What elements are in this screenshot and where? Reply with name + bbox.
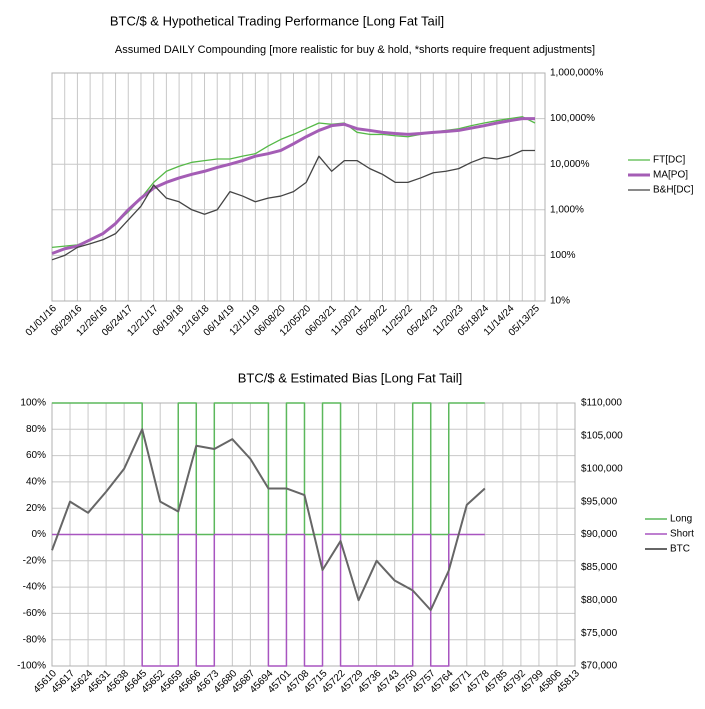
- y-tick-label: -20%: [23, 555, 46, 566]
- plot-border: [51, 72, 546, 302]
- legend-label: Short: [670, 529, 694, 540]
- y-tick-label: 1,000%: [550, 204, 584, 215]
- chart-title: BTC/$ & Estimated Bias [Long Fat Tail]: [238, 370, 462, 385]
- y-tick-label: 1,000,000%: [550, 68, 603, 79]
- series-line: [52, 533, 485, 667]
- chart-subtitle: Assumed DAILY Compounding [more realisti…: [115, 44, 595, 56]
- series-line: [51, 149, 535, 261]
- y2-tick-label: $110,000: [581, 398, 622, 409]
- y-tick-label: 80%: [26, 424, 46, 435]
- y-tick-label: 100%: [550, 250, 576, 261]
- y-tick-label: 10,000%: [550, 159, 590, 170]
- legend-label: B&H[DC]: [653, 185, 694, 196]
- y2-tick-label: $100,000: [581, 463, 623, 474]
- series-line: [51, 117, 535, 255]
- y2-tick-label: $105,000: [581, 431, 623, 442]
- legend-label: Long: [670, 514, 692, 525]
- y-tick-label: -60%: [23, 608, 46, 619]
- chart-title: BTC/$ & Hypothetical Trading Performance…: [110, 13, 444, 28]
- y-tick-label: 60%: [26, 450, 46, 461]
- y-tick-label: 100%: [20, 398, 46, 409]
- y2-tick-label: $85,000: [581, 562, 618, 573]
- y2-tick-label: $90,000: [581, 529, 618, 540]
- series-line: [52, 402, 485, 536]
- y-tick-label: -100%: [17, 661, 46, 672]
- y2-tick-label: $95,000: [581, 496, 618, 507]
- series-line: [51, 428, 486, 612]
- y2-tick-label: $75,000: [581, 628, 618, 639]
- y-tick-label: 20%: [26, 503, 46, 514]
- legend-label: BTC: [670, 544, 690, 555]
- y-tick-label: 40%: [26, 477, 46, 488]
- y-tick-label: 10%: [550, 296, 570, 307]
- y-tick-label: -40%: [23, 582, 46, 593]
- y2-tick-label: $70,000: [581, 661, 618, 672]
- y2-tick-label: $80,000: [581, 595, 618, 606]
- y-tick-label: 100,000%: [550, 113, 595, 124]
- y-tick-label: 0%: [32, 529, 47, 540]
- legend-label: FT[DC]: [653, 155, 685, 166]
- legend-label: MA[PO]: [653, 170, 688, 181]
- y-tick-label: -80%: [23, 634, 46, 645]
